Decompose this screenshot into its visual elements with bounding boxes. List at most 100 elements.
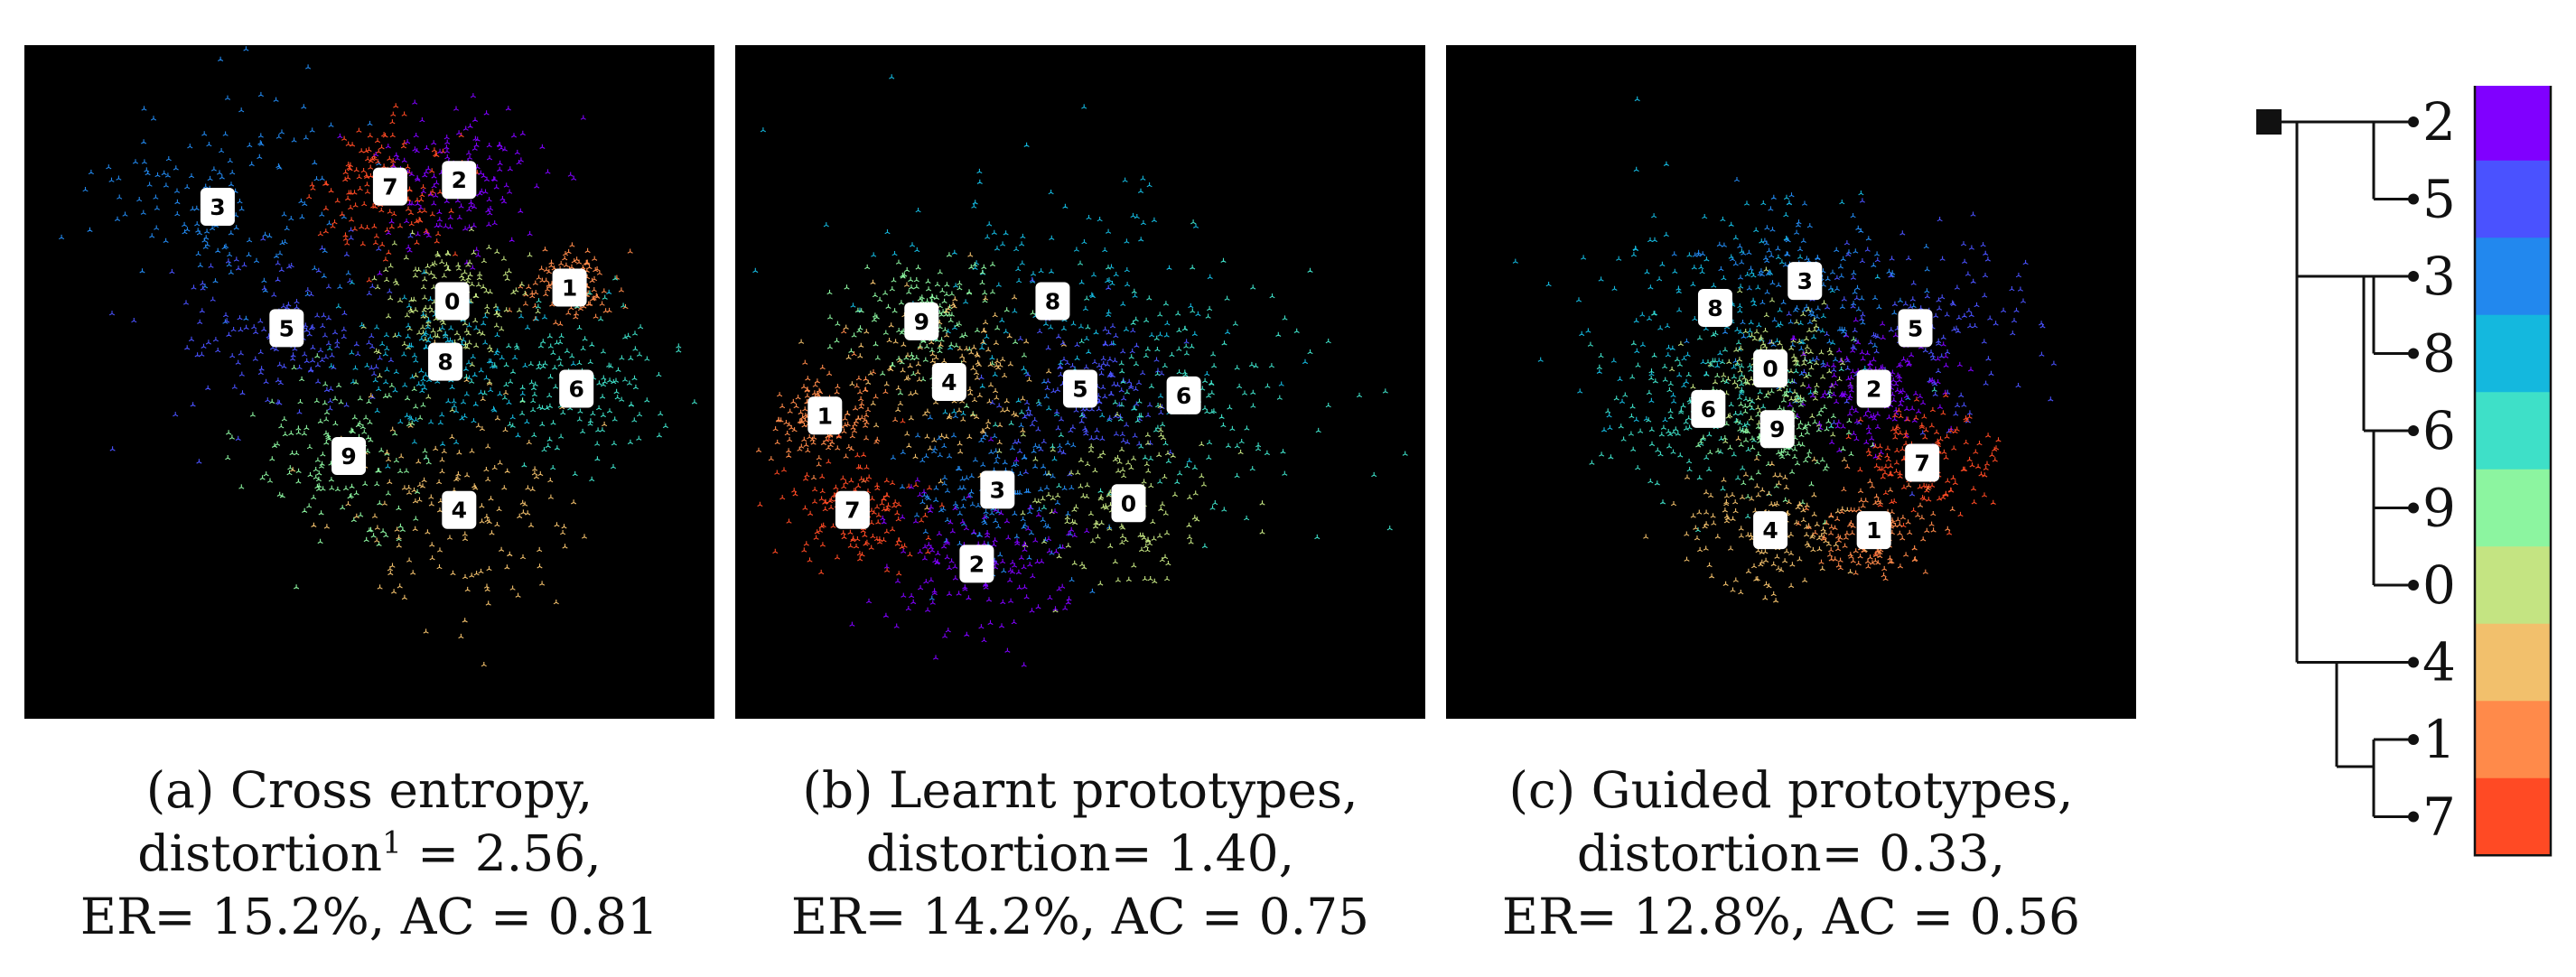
class-label-8: 8: [428, 342, 463, 381]
class-label-4: 4: [931, 363, 966, 401]
caption-c-line1: (c) Guided prototypes,: [1508, 761, 2074, 819]
class-label-text: 1: [562, 275, 577, 302]
class-label-3: 3: [1787, 262, 1823, 301]
class-label-box: [1898, 309, 1933, 348]
legend-label-7: 7: [2422, 786, 2456, 848]
caption-b-line2: distortion= 1.40,: [865, 824, 1295, 882]
class-label-9: 9: [331, 437, 367, 476]
class-label-text: 6: [1176, 383, 1191, 409]
class-label-box: [1697, 288, 1732, 327]
class-label-3: 3: [200, 188, 235, 227]
class-label-text: 9: [914, 309, 929, 335]
class-label-box: [835, 490, 870, 529]
class-label-1: 1: [552, 268, 587, 307]
class-label-box: [552, 268, 587, 307]
class-8-markers: [1512, 96, 1881, 434]
colorbar-swatch-0: [2475, 546, 2551, 625]
class-label-text: 8: [1045, 288, 1060, 314]
class-5-markers: [108, 188, 414, 464]
class-label-text: 2: [1866, 376, 1881, 402]
colorbar-swatch-2: [2475, 86, 2551, 162]
class-label-box: [904, 302, 939, 340]
class-label-text: 0: [444, 288, 460, 314]
caption-b-line1: (b) Learnt prototypes,: [802, 761, 1358, 819]
class-label-box: [372, 167, 407, 206]
dendrogram-leaf-dot: [2408, 734, 2419, 745]
caption-a-line3: ER= 15.2%, AC = 0.81: [79, 888, 659, 945]
caption-a-line2: distortion1 = 2.56,: [24, 822, 714, 885]
class-label-text: 9: [341, 443, 356, 470]
dendrogram-leaf-dot: [2408, 502, 2419, 514]
class-label-box: [980, 470, 1015, 509]
class-label-6: 6: [1166, 376, 1201, 414]
class-label-5: 5: [1898, 309, 1933, 348]
class-label-7: 7: [372, 167, 407, 206]
legend-label-5: 5: [2422, 169, 2456, 230]
caption-a-line1: (a) Cross entropy,: [145, 761, 593, 819]
class-label-9: 9: [1759, 410, 1795, 449]
class-5-points: [108, 188, 414, 464]
class-label-1: 1: [807, 396, 843, 435]
caption-c: (c) Guided prototypes, distortion= 0.33,…: [1446, 758, 2136, 948]
class-label-4: 4: [442, 490, 477, 529]
class-label-text: 9: [1769, 416, 1785, 442]
class-label-box: [559, 369, 594, 408]
class-9-markers: [225, 353, 526, 590]
colorbar-swatch-5: [2475, 160, 2551, 238]
scatter-points: [59, 46, 697, 667]
class-label-box: [1856, 369, 1891, 408]
class-label-2: 2: [959, 544, 994, 583]
scatter-plot-b: 8 9 4 5 6 1 3 0 7 2: [752, 74, 1408, 667]
colorbar-swatch-1: [2475, 701, 2551, 779]
legend-label-0: 0: [2422, 554, 2456, 616]
legend-label-8: 8: [2422, 323, 2456, 385]
class-label-0: 0: [1753, 349, 1788, 388]
class-label-8: 8: [1035, 282, 1070, 321]
dendrogram-leaf-dot: [2408, 811, 2419, 823]
class-labels: 8 9 4 5 6 1 3 0 7 2: [807, 282, 1201, 583]
dendrogram-leaf-dot: [2408, 271, 2419, 282]
class-label-text: 4: [941, 369, 957, 395]
caption-c-line3: ER= 12.8%, AC = 0.56: [1501, 888, 2081, 945]
class-label-text: 1: [817, 403, 833, 429]
class-label-4: 4: [1753, 511, 1788, 550]
class-label-box: [442, 161, 477, 200]
legend-label-1: 1: [2422, 709, 2456, 770]
class-label-box: [1753, 349, 1788, 388]
class-6-points: [993, 219, 1408, 549]
scatter-plot-a: 3 7 2 1 0 5 8 6 9 4: [59, 46, 697, 667]
caption-a: (a) Cross entropy, distortion1 = 2.56, E…: [24, 758, 714, 948]
class-label-box: [1111, 484, 1146, 523]
class-label-6: 6: [1691, 389, 1726, 428]
class-label-5: 5: [269, 309, 304, 348]
class-9-markers: [826, 252, 1036, 416]
class-label-1: 1: [1856, 511, 1891, 550]
dendrogram: [2269, 120, 2413, 818]
class-label-9: 9: [904, 302, 939, 340]
class-3-markers: [59, 46, 382, 324]
class-label-box: [200, 188, 235, 227]
colorbar-swatch-6: [2475, 392, 2551, 470]
dendrogram-leaf-dot: [2408, 580, 2419, 591]
class-label-text: 2: [452, 167, 467, 193]
class-label-text: 6: [568, 376, 583, 402]
scatter-panel-c: 3 8 5 0 2 6 9 7 4 1: [1446, 45, 2136, 719]
dendrogram-leaf-dot: [2408, 348, 2419, 359]
class-4-markers: [290, 340, 608, 667]
colorbar-frame: [2473, 86, 2553, 857]
class-label-box: [434, 282, 470, 321]
class-label-text: 5: [279, 315, 294, 341]
class-label-box: [269, 309, 304, 348]
class-6-markers: [463, 275, 697, 482]
class-label-text: 8: [1707, 295, 1722, 321]
class-8-points: [1512, 96, 1881, 434]
class-label-text: 7: [382, 174, 397, 200]
class-label-2: 2: [442, 161, 477, 200]
class-label-0: 0: [434, 282, 470, 321]
class-label-text: 7: [1914, 451, 1929, 477]
class-label-text: 6: [1701, 396, 1716, 423]
caption-b: (b) Learnt prototypes, distortion= 1.40,…: [735, 758, 1425, 948]
dendrogram-leaf-dot: [2408, 193, 2419, 205]
class-6-markers: [993, 219, 1408, 549]
class-label-box: [1166, 376, 1201, 414]
